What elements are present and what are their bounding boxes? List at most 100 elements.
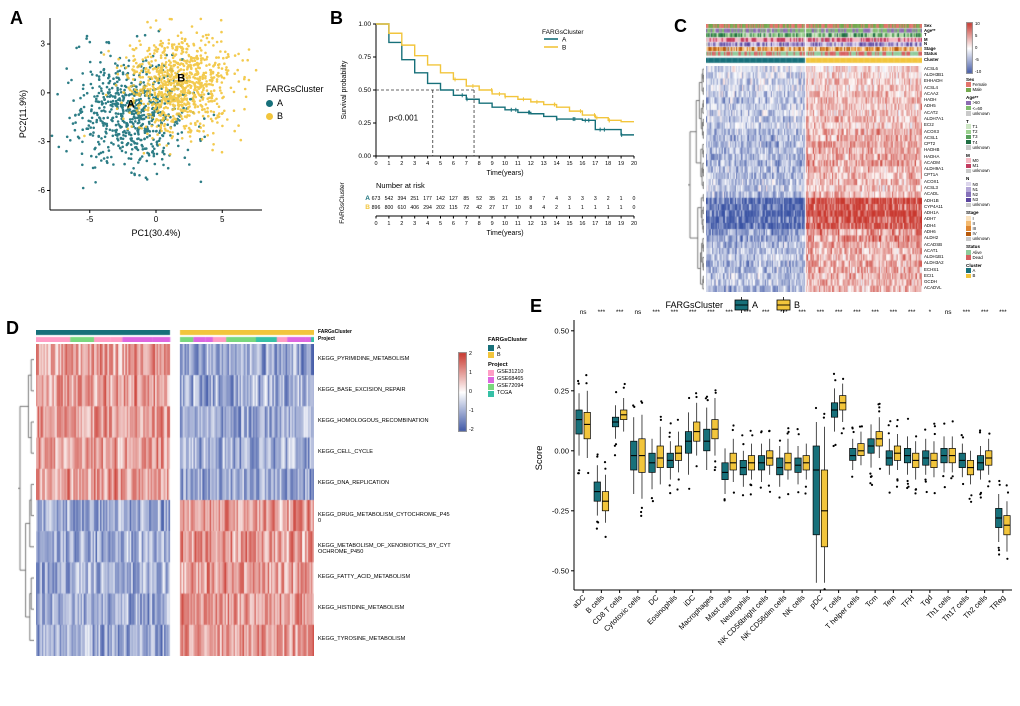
- legend-swatch-icon: [488, 376, 494, 383]
- gene-label: ADH6: [924, 228, 936, 234]
- svg-text:1: 1: [581, 205, 584, 211]
- significance-label: ***: [616, 309, 624, 316]
- boxplot-box: [575, 409, 583, 435]
- gene-label: ACADVL: [924, 285, 942, 291]
- svg-text:3: 3: [41, 40, 46, 49]
- svg-text:0: 0: [154, 215, 159, 224]
- svg-text:15: 15: [515, 196, 521, 202]
- significance-label: ***: [981, 309, 989, 316]
- gene-label: HADHB: [924, 147, 940, 153]
- legend-swatch-icon: [966, 192, 971, 197]
- significance-label: ***: [963, 309, 971, 316]
- legend-swatch-icon: [966, 158, 971, 163]
- pathway-label: KEGG_HOMOLOGOUS_RECOMBINATION: [318, 418, 429, 424]
- svg-text:2: 2: [400, 221, 403, 227]
- legend-group-title: Sex: [966, 76, 975, 82]
- svg-text:0: 0: [633, 205, 636, 211]
- gene-label: HADH: [924, 97, 937, 103]
- panel-c-gene-heatmap: C Sex Age** T M N Stage Status Cluster ACSL6 ALD…: [670, 2, 1020, 308]
- legend-swatch-icon: [966, 129, 971, 135]
- legend-item: unknown: [966, 145, 1020, 150]
- svg-text:52: 52: [476, 196, 482, 202]
- legend-item: B: [488, 352, 532, 359]
- svg-text:20: 20: [631, 221, 637, 227]
- legend-item: GSE72094: [488, 383, 532, 390]
- boxplot-legend-title: FARGsCluster: [665, 300, 723, 310]
- gene-label: ADH1B: [924, 197, 939, 203]
- legend-swatch-icon: [488, 383, 494, 390]
- svg-text:9: 9: [491, 221, 494, 227]
- pathway-label: KEGG_FATTY_ACID_METABOLISM: [318, 574, 411, 580]
- gsva-colorbar-gradient: [458, 352, 467, 432]
- svg-text:19: 19: [618, 161, 624, 167]
- category-label: Tcm: [863, 593, 879, 609]
- svg-text:8: 8: [478, 221, 481, 227]
- svg-text:-5: -5: [86, 215, 94, 224]
- kegg-annotation-bars: [36, 330, 314, 342]
- risk-table-ylabel: FARGsCluster: [339, 181, 346, 223]
- svg-text:1: 1: [594, 205, 597, 211]
- svg-text:394: 394: [397, 196, 406, 202]
- legend-item: II: [966, 221, 1020, 226]
- gene-label: ADH4: [924, 222, 936, 228]
- legend-item: A: [966, 268, 1020, 273]
- svg-text:8: 8: [529, 196, 532, 202]
- panel-d-label: D: [6, 318, 19, 338]
- legend-item: N0: [966, 182, 1020, 187]
- pathway-labels: KEGG_PYRIMIDINE_METABOLISM KEGG_BASE_EXCI…: [318, 344, 454, 656]
- boxplot-box: [583, 412, 591, 440]
- km-legend-title: FARGsCluster: [542, 29, 584, 36]
- svg-text:0: 0: [374, 161, 377, 167]
- legend-item: <=60: [966, 106, 1020, 111]
- svg-text:1.00: 1.00: [358, 21, 371, 28]
- svg-text:294: 294: [423, 205, 432, 211]
- svg-text:13: 13: [541, 221, 547, 227]
- legend-swatch-icon: [966, 236, 971, 242]
- svg-text:-3: -3: [38, 137, 46, 146]
- legend-swatch-icon: [488, 345, 494, 351]
- gene-label: ACAT2: [924, 109, 938, 115]
- pathway-label: KEGG_DNA_REPLICATION: [318, 480, 390, 487]
- legend-group-title: Cluster: [966, 262, 982, 268]
- svg-text:12: 12: [528, 221, 534, 227]
- legend-swatch-icon: [966, 181, 971, 187]
- svg-text:17: 17: [592, 221, 598, 227]
- legend-group-title: FARGsCluster: [488, 337, 528, 343]
- svg-text:0.00: 0.00: [554, 446, 569, 455]
- svg-text:406: 406: [410, 205, 419, 211]
- svg-text:1: 1: [620, 196, 623, 202]
- significance-label: ***: [798, 309, 806, 316]
- gene-label: ADH5: [924, 103, 936, 109]
- annotation-row-label: M: [924, 36, 928, 42]
- legend-item: unknown: [966, 168, 1020, 173]
- gene-expression-heatmap: [706, 66, 922, 292]
- svg-text:3: 3: [594, 196, 597, 202]
- gene-label: ACADSB: [924, 241, 943, 247]
- category-label: DC: [647, 593, 661, 607]
- svg-text:35: 35: [489, 196, 495, 202]
- svg-text:800: 800: [385, 205, 394, 211]
- legend-item: IV: [966, 231, 1020, 236]
- svg-text:4: 4: [555, 196, 558, 202]
- svg-text:B: B: [794, 300, 800, 310]
- panel-e-label: E: [530, 296, 543, 316]
- svg-text:-0.50: -0.50: [552, 566, 569, 575]
- legend-swatch-icon: [488, 390, 494, 397]
- svg-text:1: 1: [620, 205, 623, 211]
- svg-text:18: 18: [605, 221, 611, 227]
- significance-label: ***: [780, 309, 788, 316]
- svg-text:10: 10: [502, 161, 508, 167]
- svg-text:72: 72: [463, 205, 469, 211]
- significance-label: ***: [999, 309, 1007, 316]
- pathway-dendrogram: [18, 344, 34, 656]
- significance-label: ***: [853, 309, 861, 316]
- legend-item: N1: [966, 187, 1020, 192]
- legend-item: GSE68465: [488, 376, 532, 383]
- significance-label: ns: [634, 309, 642, 316]
- legend-swatch-icon: [966, 187, 971, 192]
- svg-text:17: 17: [592, 161, 598, 167]
- gene-label: ECI1: [924, 272, 934, 278]
- svg-text:7: 7: [542, 196, 545, 202]
- boxplot-box: [656, 445, 664, 468]
- gene-label: HADHA: [924, 153, 940, 159]
